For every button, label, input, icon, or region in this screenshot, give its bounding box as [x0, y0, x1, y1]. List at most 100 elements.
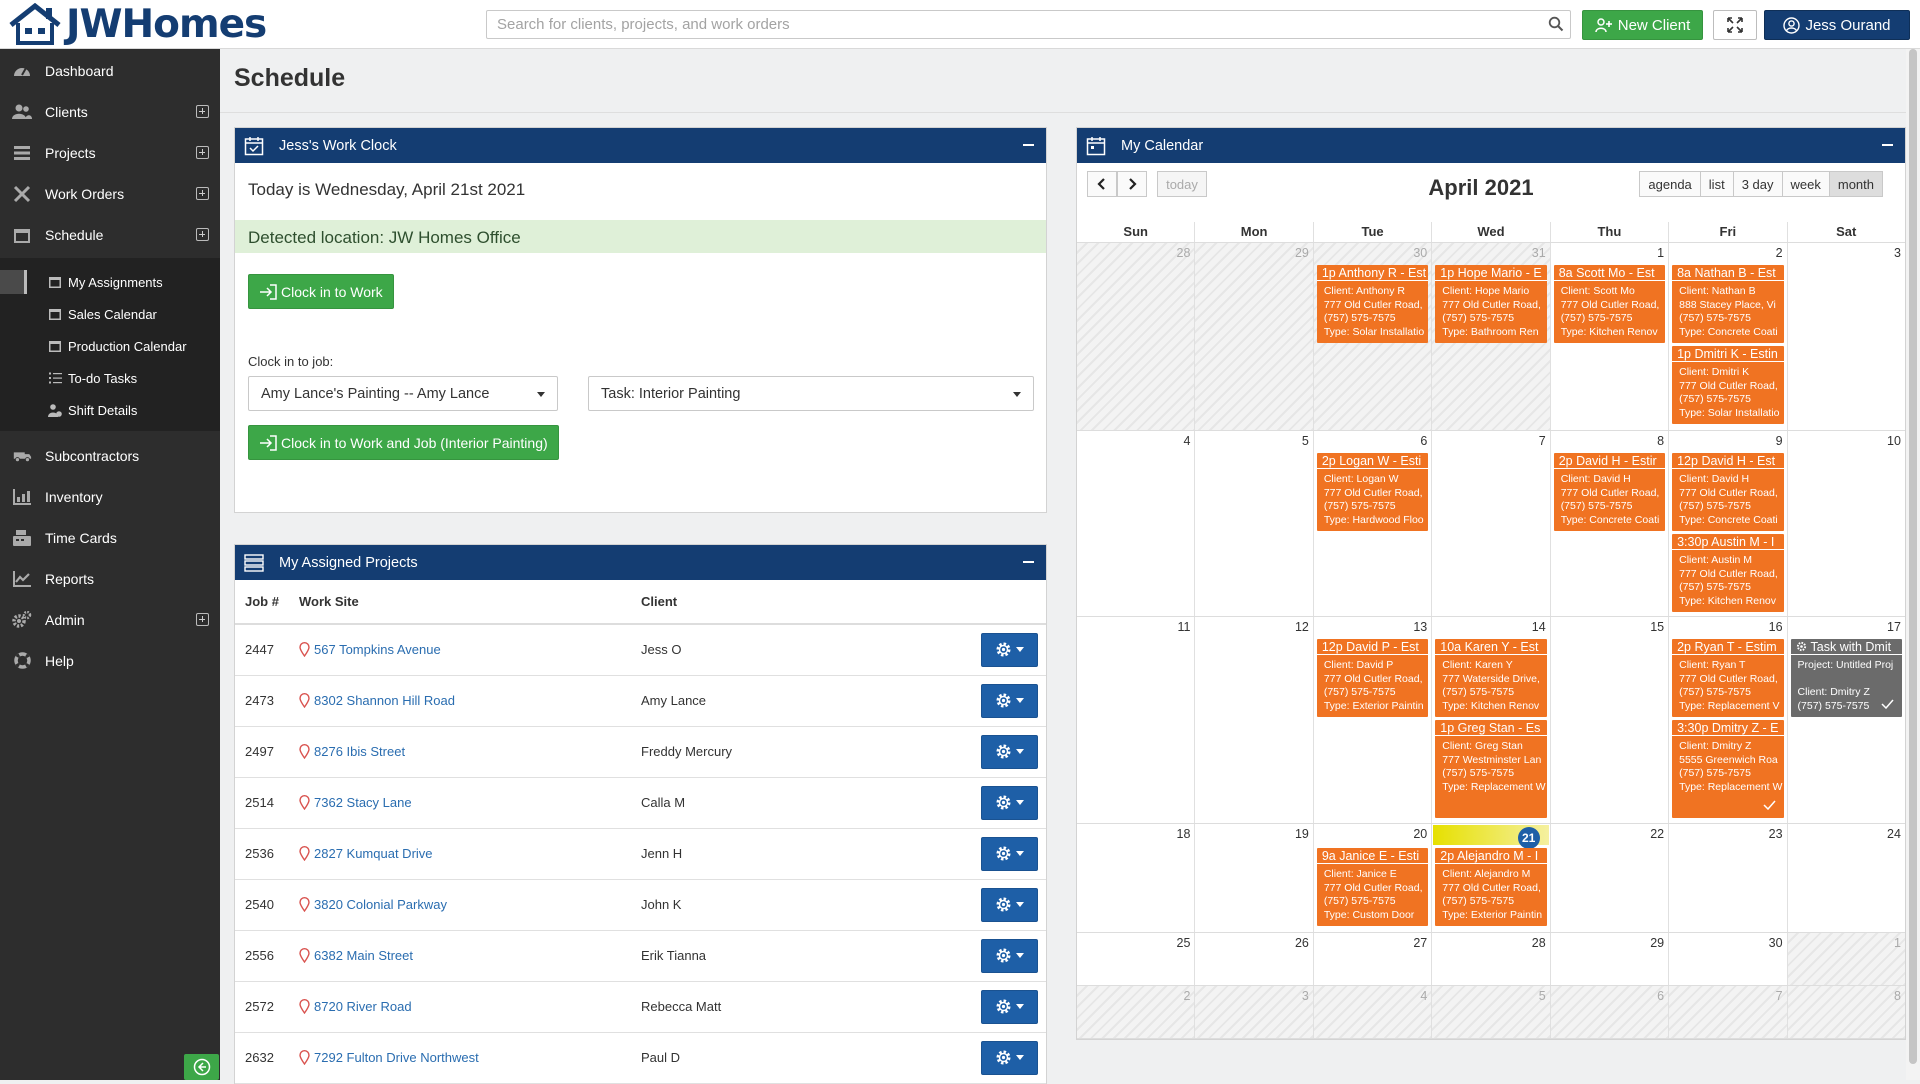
view-list-button[interactable]: list	[1699, 171, 1734, 197]
job-select[interactable]: Amy Lance's Painting -- Amy Lance	[248, 376, 558, 411]
calendar-day-cell[interactable]: 9 12p David H - Est Client: David H 777 Old…	[1668, 431, 1787, 616]
calendar-day-cell[interactable]: 28	[1077, 243, 1195, 430]
work-site-link[interactable]: 6382 Main Street	[314, 948, 414, 963]
sidebar-item-reports[interactable]: Reports	[0, 558, 220, 599]
sidebar-item-projects[interactable]: Projects	[0, 132, 220, 173]
expand-plus-icon[interactable]	[196, 228, 209, 241]
sidebar-item-work-orders[interactable]: Work Orders	[0, 173, 220, 214]
work-site-link[interactable]: 2827 Kumquat Drive	[314, 846, 433, 861]
expand-plus-icon[interactable]	[196, 105, 209, 118]
calendar-day-cell[interactable]: 10	[1786, 431, 1905, 616]
row-actions-button[interactable]	[981, 632, 1038, 667]
calendar-event[interactable]: 1p Hope Mario - E Client: Hope Mario 777 O…	[1435, 265, 1547, 343]
expand-plus-icon[interactable]	[196, 613, 209, 626]
task-select[interactable]: Task: Interior Painting	[588, 376, 1034, 411]
calendar-day-cell[interactable]: 2	[1077, 986, 1195, 1038]
work-site-link[interactable]: 7362 Stacy Lane	[314, 795, 412, 810]
minimize-icon[interactable]	[1020, 553, 1038, 571]
calendar-day-cell[interactable]: 22	[1549, 824, 1669, 932]
user-menu-button[interactable]: Jess Ourand	[1764, 10, 1910, 40]
calendar-day-cell[interactable]: 1	[1786, 933, 1905, 985]
row-actions-button[interactable]	[981, 989, 1038, 1024]
calendar-day-cell[interactable]: 8	[1786, 986, 1905, 1038]
work-site-link[interactable]: 3820 Colonial Parkway	[314, 897, 447, 912]
calendar-day-cell[interactable]: 8 2p David H - Estir Client: David H 777 Ol…	[1549, 431, 1669, 616]
search-icon[interactable]	[1548, 16, 1564, 37]
calendar-day-cell[interactable]: 18	[1077, 824, 1195, 932]
view-agenda-button[interactable]: agenda	[1639, 171, 1701, 197]
clock-in-button[interactable]: Clock in to Work	[248, 274, 394, 309]
calendar-event[interactable]: 9a Janice E - Esti Client: Janice E 777 Ol…	[1316, 848, 1429, 926]
sidebar-item-help[interactable]: Help	[0, 640, 220, 681]
calendar-day-cell[interactable]: 13 12p David P - Est Client: David P 777 Ol…	[1312, 617, 1432, 823]
calendar-day-cell[interactable]: 30	[1668, 933, 1787, 985]
view-week-button[interactable]: week	[1781, 171, 1830, 197]
calendar-day-cell[interactable]: 27	[1312, 933, 1432, 985]
previous-month-button[interactable]	[1087, 171, 1117, 197]
row-actions-button[interactable]	[981, 785, 1038, 820]
work-site-link[interactable]: 8302 Shannon Hill Road	[314, 693, 455, 708]
calendar-day-cell[interactable]: 26	[1194, 933, 1313, 985]
calendar-day-cell[interactable]: 6	[1549, 986, 1669, 1038]
calendar-day-cell[interactable]: 11	[1077, 617, 1195, 823]
calendar-event[interactable]: 3:30p Austin M - I Client: Austin M 777 Ol…	[1672, 534, 1784, 612]
work-site-link[interactable]: 567 Tompkins Avenue	[314, 642, 441, 658]
sidebar-item-schedule[interactable]: Schedule	[0, 214, 220, 255]
calendar-event[interactable]: 1p Dmitri K - Estin Client: Dmitri K 777 O…	[1672, 346, 1784, 424]
row-actions-button[interactable]	[981, 887, 1038, 922]
calendar-day-cell[interactable]: 12	[1194, 617, 1313, 823]
calendar-event[interactable]: 2p Alejandro M - I Client: Alejandro M 777…	[1435, 848, 1547, 926]
sidebar-subitem-shift-details[interactable]: Shift Details	[0, 394, 220, 426]
calendar-day-cell[interactable]: 28	[1431, 933, 1550, 985]
sidebar-subitem-my-assignments[interactable]: My Assignments	[0, 266, 220, 298]
expand-plus-icon[interactable]	[196, 187, 209, 200]
expand-plus-icon[interactable]	[196, 146, 209, 159]
calendar-day-cell[interactable]: 7	[1668, 986, 1787, 1038]
calendar-day-cell[interactable]: 6 2p Logan W - Esti Client: Logan W 777 Old…	[1312, 431, 1432, 616]
calendar-day-cell[interactable]: 17 Task with Dmit Project: Untitled Proj Cl…	[1786, 617, 1905, 823]
row-actions-button[interactable]	[981, 683, 1038, 718]
sidebar-item-dashboard[interactable]: Dashboard	[0, 50, 220, 91]
calendar-event[interactable]: 2p David H - Estir Client: David H 777 Old…	[1553, 453, 1666, 531]
minimize-icon[interactable]	[1879, 136, 1897, 154]
calendar-event[interactable]: 2p Ryan T - Estim Client: Ryan T 777 Old C…	[1672, 639, 1784, 717]
calendar-event[interactable]: 12p David H - Est Client: David H 777 Old …	[1672, 453, 1784, 531]
calendar-event[interactable]: 10a Karen Y - Est Client: Karen Y 777 Wate…	[1435, 639, 1547, 717]
view-3day-button[interactable]: 3 day	[1732, 171, 1783, 197]
calendar-day-cell[interactable]: 2 8a Nathan B - Est Client: Nathan B 888 St…	[1668, 243, 1787, 430]
calendar-day-cell[interactable]: 5	[1194, 431, 1313, 616]
sidebar-item-subcontractors[interactable]: Subcontractors	[0, 435, 220, 476]
today-button[interactable]: today	[1157, 171, 1207, 197]
calendar-event[interactable]: 12p David P - Est Client: David P 777 Old …	[1316, 639, 1429, 717]
sidebar-item-admin[interactable]: Admin	[0, 599, 220, 640]
calendar-event[interactable]: 1p Anthony R - Est Client: Anthony R 777 O…	[1316, 265, 1429, 343]
calendar-day-cell[interactable]: 29	[1194, 243, 1313, 430]
sidebar-item-clients[interactable]: Clients	[0, 91, 220, 132]
view-month-button[interactable]: month	[1828, 171, 1883, 197]
sidebar-item-time-cards[interactable]: Time Cards	[0, 517, 220, 558]
work-site-link[interactable]: 8720 River Road	[314, 999, 412, 1014]
row-actions-button[interactable]	[981, 734, 1038, 769]
sidebar-subitem-production-calendar[interactable]: Production Calendar	[0, 330, 220, 362]
calendar-task-event[interactable]: Task with Dmit Project: Untitled Proj Clie…	[1790, 639, 1902, 717]
search-box[interactable]	[486, 10, 1571, 39]
calendar-day-cell[interactable]: 24	[1786, 824, 1905, 932]
calendar-day-cell[interactable]: 30 1p Anthony R - Est Client: Anthony R 777…	[1312, 243, 1432, 430]
row-actions-button[interactable]	[981, 938, 1038, 973]
calendar-day-cell[interactable]: 15	[1549, 617, 1669, 823]
calendar-event[interactable]: 2p Logan W - Esti Client: Logan W 777 Old …	[1316, 453, 1429, 531]
calendar-day-cell[interactable]: 14 10a Karen Y - Est Client: Karen Y 777 Wa…	[1431, 617, 1550, 823]
sidebar-item-inventory[interactable]: Inventory	[0, 476, 220, 517]
app-logo[interactable]: JWHomes	[8, 2, 267, 47]
minimize-icon[interactable]	[1020, 136, 1038, 154]
calendar-day-cell[interactable]: 31 1p Hope Mario - E Client: Hope Mario 777…	[1431, 243, 1550, 430]
calendar-day-cell[interactable]: 23	[1668, 824, 1787, 932]
calendar-day-cell[interactable]: 1 8a Scott Mo - Est Client: Scott Mo 777 Ol…	[1549, 243, 1669, 430]
calendar-event[interactable]: 1p Greg Stan - Es Client: Greg Stan 777 We…	[1435, 720, 1547, 818]
calendar-day-cell[interactable]: 25	[1077, 933, 1195, 985]
row-actions-button[interactable]	[981, 1040, 1038, 1075]
calendar-day-cell[interactable]: 7	[1431, 431, 1550, 616]
calendar-day-cell[interactable]: 4	[1312, 986, 1432, 1038]
calendar-event[interactable]: 8a Nathan B - Est Client: Nathan B 888 Sta…	[1672, 265, 1784, 343]
scrollbar-thumb[interactable]	[1909, 49, 1917, 1064]
